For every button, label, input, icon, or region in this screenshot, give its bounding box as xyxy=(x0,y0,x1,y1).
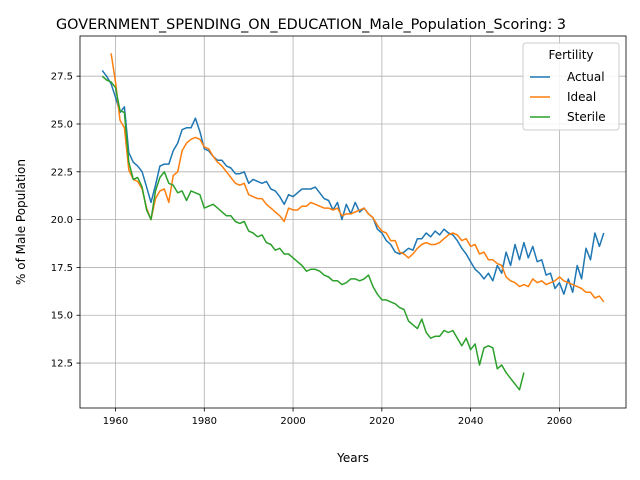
legend-label-sterile: Sterile xyxy=(567,110,606,124)
plot-frame xyxy=(79,35,627,409)
x-tick-label: 2040 xyxy=(458,416,483,427)
x-axis-ticks: 1960 1980 2000 2020 2040 2060 xyxy=(103,408,572,427)
series-lines xyxy=(101,53,605,391)
x-tick-label: 2020 xyxy=(369,416,394,427)
y-tick-label: 17.5 xyxy=(51,263,73,274)
legend-title: Fertility xyxy=(548,48,593,62)
series-line-sterile xyxy=(101,75,525,391)
series-line-actual xyxy=(101,69,605,295)
y-tick-label: 22.5 xyxy=(51,167,73,178)
chart-title: GOVERNMENT_SPENDING_ON_EDUCATION_Male_Po… xyxy=(56,17,566,33)
y-axis-label: % of Male Population xyxy=(14,159,28,285)
legend: Fertility Actual Ideal Sterile xyxy=(522,42,620,131)
x-tick-label: 1960 xyxy=(103,416,128,427)
legend-box xyxy=(522,42,620,131)
x-tick-label: 2060 xyxy=(547,416,572,427)
legend-label-ideal: Ideal xyxy=(567,90,596,104)
y-tick-label: 27.5 xyxy=(51,72,73,83)
x-tick-label: 1980 xyxy=(192,416,217,427)
x-axis-label: Years xyxy=(336,451,369,465)
y-axis-ticks: 12.5 15.0 17.5 20.0 22.5 25.0 27.5 xyxy=(51,72,80,370)
legend-label-actual: Actual xyxy=(567,70,605,84)
y-tick-label: 12.5 xyxy=(51,359,73,370)
y-tick-label: 25.0 xyxy=(51,119,73,130)
x-tick-label: 2000 xyxy=(280,416,305,427)
grid xyxy=(80,36,626,408)
y-tick-label: 15.0 xyxy=(51,311,73,322)
y-tick-label: 20.0 xyxy=(51,215,73,226)
legend-entries: Actual Ideal Sterile xyxy=(530,70,606,124)
series-line-ideal xyxy=(110,53,605,303)
